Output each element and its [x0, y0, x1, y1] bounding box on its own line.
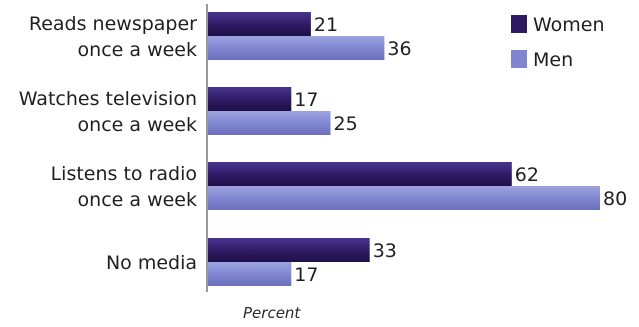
bar-women-1 — [208, 87, 292, 111]
category-label-3-line-0: No media — [106, 252, 197, 274]
bars-layer — [208, 12, 600, 286]
bar-women-2 — [208, 162, 512, 186]
labels-layer: 21 36 Reads newspaper once a week 17 25 Watche… — [19, 13, 627, 286]
value-label-women-0: 21 — [314, 14, 338, 36]
value-label-men-2: 80 — [603, 188, 627, 210]
value-label-men-3: 17 — [294, 264, 318, 286]
value-label-women-2: 62 — [515, 164, 539, 186]
category-label-2-line-1: once a week — [78, 189, 197, 211]
legend-swatch-men — [511, 50, 527, 68]
category-label-0-line-0: Reads newspaper — [29, 13, 197, 35]
legend: Women Men — [511, 14, 605, 71]
bar-men-3 — [208, 262, 292, 286]
legend-label-women: Women — [533, 14, 605, 36]
x-axis-title: Percent — [243, 304, 301, 322]
bar-men-0 — [208, 36, 385, 60]
bar-men-1 — [208, 111, 331, 135]
value-label-women-3: 33 — [373, 240, 397, 262]
value-label-men-1: 25 — [334, 113, 358, 135]
category-label-2-line-0: Listens to radio — [51, 163, 197, 185]
bar-men-2 — [208, 186, 600, 210]
category-label-1-line-1: once a week — [78, 114, 197, 136]
legend-label-men: Men — [533, 49, 573, 71]
value-label-women-1: 17 — [294, 89, 318, 111]
value-label-men-0: 36 — [387, 38, 411, 60]
category-label-0-line-1: once a week — [78, 39, 197, 61]
legend-swatch-women — [511, 15, 527, 33]
bar-women-0 — [208, 12, 311, 36]
category-label-1-line-0: Watches television — [19, 88, 197, 110]
bar-women-3 — [208, 238, 370, 262]
